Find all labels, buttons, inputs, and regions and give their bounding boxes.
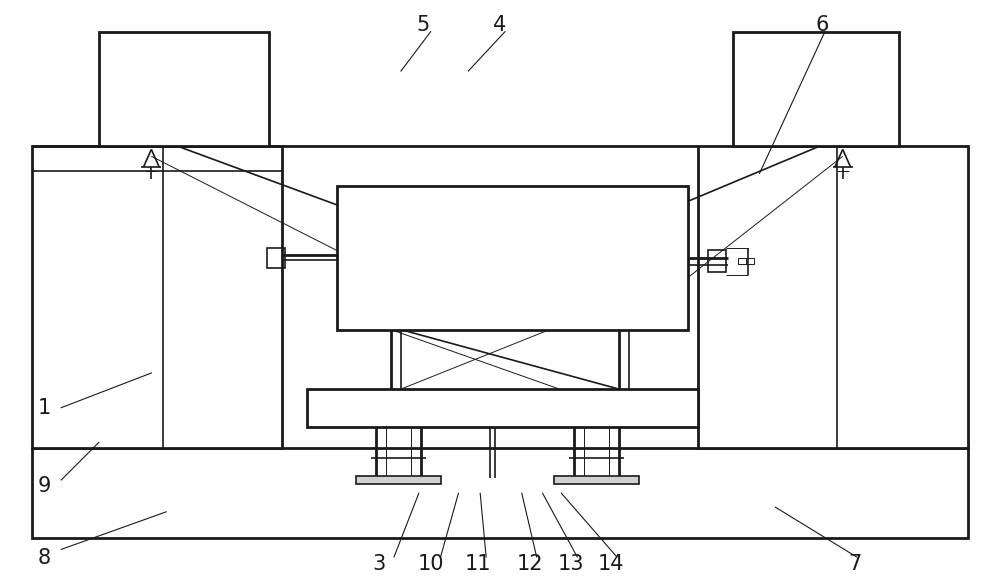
Bar bbox=[99, 33, 269, 147]
Bar bbox=[32, 449, 968, 538]
Bar bbox=[554, 238, 604, 280]
Bar bbox=[708, 251, 726, 272]
Text: 12: 12 bbox=[516, 554, 543, 574]
Text: 6: 6 bbox=[815, 15, 829, 35]
Bar bbox=[421, 252, 431, 267]
Bar bbox=[346, 241, 376, 285]
Bar bbox=[376, 252, 396, 270]
Text: 7: 7 bbox=[848, 554, 861, 574]
Text: 9: 9 bbox=[38, 476, 51, 496]
Bar bbox=[738, 258, 746, 265]
Text: 10: 10 bbox=[417, 554, 444, 574]
Bar bbox=[401, 248, 416, 270]
Text: 13: 13 bbox=[558, 554, 585, 574]
Text: 8: 8 bbox=[38, 548, 51, 568]
Text: 5: 5 bbox=[416, 15, 429, 35]
Bar bbox=[746, 258, 754, 265]
Bar bbox=[733, 33, 899, 147]
Text: 3: 3 bbox=[373, 554, 386, 574]
Bar bbox=[520, 242, 550, 272]
Bar bbox=[32, 147, 282, 449]
Bar bbox=[267, 248, 285, 268]
Text: 11: 11 bbox=[465, 554, 491, 574]
Bar bbox=[337, 186, 688, 329]
Bar bbox=[698, 147, 968, 449]
Bar bbox=[490, 248, 515, 268]
Bar bbox=[554, 476, 639, 484]
Bar bbox=[307, 389, 698, 427]
Text: 14: 14 bbox=[598, 554, 624, 574]
Bar bbox=[450, 245, 485, 270]
Bar bbox=[356, 476, 441, 484]
Text: 1: 1 bbox=[38, 398, 51, 418]
Text: 4: 4 bbox=[493, 15, 507, 35]
